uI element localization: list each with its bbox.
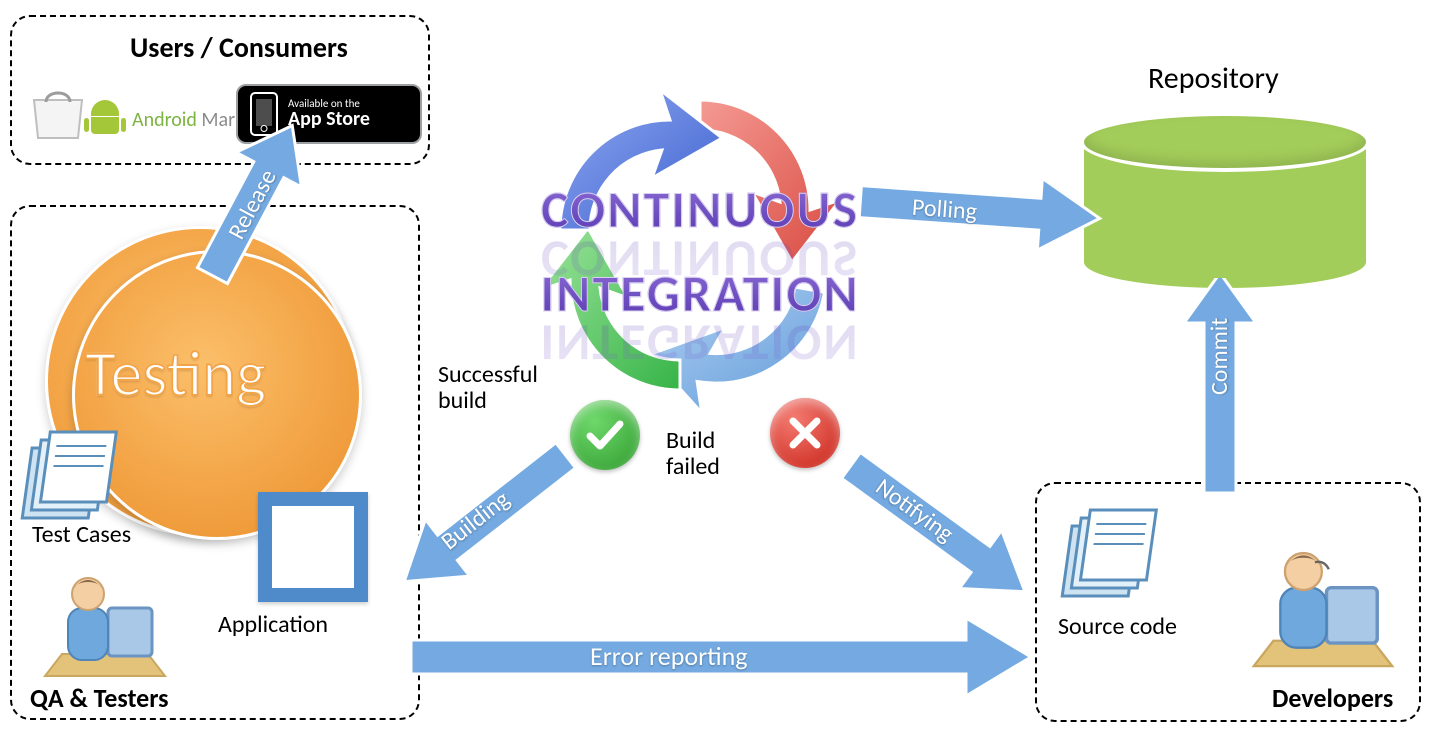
application-label: Application xyxy=(218,610,328,639)
android-icon xyxy=(88,100,122,140)
polling-arrow-label: Polling xyxy=(911,193,978,226)
developer-person-icon xyxy=(1248,530,1398,680)
application-icon xyxy=(258,492,368,602)
successful-build-label: Successful build xyxy=(438,362,538,415)
developers-title: Developers xyxy=(1272,682,1393,714)
testing-label: Testing xyxy=(85,335,266,413)
polling-arrow xyxy=(850,160,1110,260)
source-code-docs-icon xyxy=(1058,498,1168,608)
repository-label: Repository xyxy=(1148,60,1279,97)
shopping-bag-icon xyxy=(28,82,88,142)
build-failed-label: Build failed xyxy=(666,428,720,481)
ci-title-line2-reflect: INTEGRATION xyxy=(490,316,910,371)
commit-arrow-label: Commit xyxy=(1205,318,1234,395)
repository-db-icon xyxy=(1080,112,1370,292)
qa-title: QA & Testers xyxy=(30,682,169,714)
qa-person-icon xyxy=(40,558,170,688)
users-title: Users / Consumers xyxy=(130,30,348,65)
source-code-label: Source code xyxy=(1058,612,1177,641)
test-cases-docs-icon xyxy=(18,420,128,530)
error-reporting-arrow-label: Error reporting xyxy=(590,640,748,672)
test-cases-label: Test Cases xyxy=(32,520,131,549)
